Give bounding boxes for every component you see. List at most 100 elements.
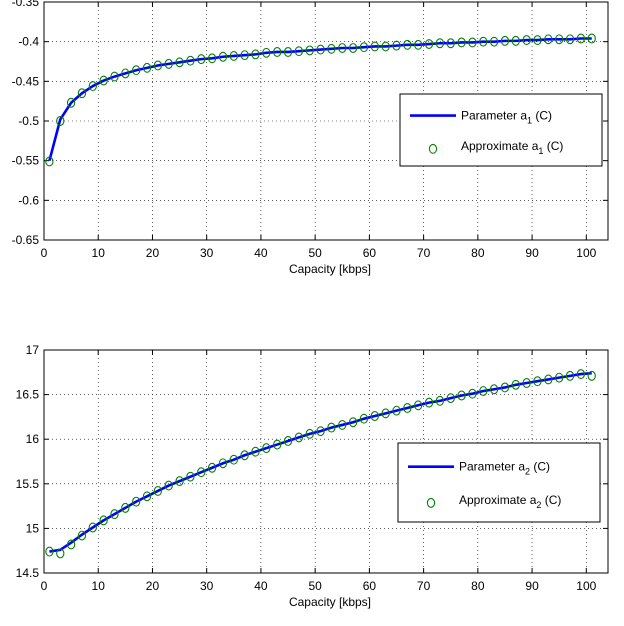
panel-2-xtick-label-5: 50 xyxy=(308,579,322,593)
panel-2-data-point-22 xyxy=(283,436,293,446)
panel-2-data-point-30 xyxy=(370,411,379,421)
panel-2-data-point-45 xyxy=(533,376,542,387)
panel-2-data-point-35 xyxy=(424,397,434,408)
panel-1-data-point-48 xyxy=(565,34,575,45)
panel-1-xtick-label-5: 50 xyxy=(308,246,322,260)
panel-2-data-point-3 xyxy=(77,530,87,541)
panel-1-data-point-43 xyxy=(511,35,520,46)
panel-1-data-point-3 xyxy=(77,88,87,99)
panel-2-axes-frame xyxy=(43,349,609,574)
panel-1-data-point-39 xyxy=(468,37,477,48)
panel-2-data-point-18 xyxy=(240,450,249,461)
panel-2-ytick-label-3: 16 xyxy=(26,432,40,446)
panel-1-data-point-12 xyxy=(175,57,184,68)
panel-2-data-point-39 xyxy=(468,388,477,399)
panel-1-data-point-27 xyxy=(338,43,347,53)
panel-2-data-point-0 xyxy=(45,546,54,557)
panel-2-data-point-37 xyxy=(446,393,455,404)
panel-2-xtick-label-4: 40 xyxy=(254,579,268,593)
panel-1-data-point-50 xyxy=(587,33,596,44)
panel-1-data-point-31 xyxy=(381,41,390,52)
panel-2-data-point-12 xyxy=(175,476,184,487)
panel-1-data-point-21 xyxy=(273,47,282,57)
panel-1-data-point-14 xyxy=(197,54,206,65)
panel-1-data-point-19 xyxy=(251,49,260,60)
panel-1-data-point-34 xyxy=(414,39,423,50)
panel-1-legend: Parameter a1 (C) Approximate a1 (C) xyxy=(399,93,603,167)
panel-2-data-point-24 xyxy=(305,428,314,439)
panel-1-data-point-6 xyxy=(110,71,119,82)
panel-2-data-point-32 xyxy=(392,405,401,416)
panel-2-data-point-34 xyxy=(414,400,423,411)
panel-2-xtick-label-9: 90 xyxy=(525,579,539,593)
panel-1-xtick-label-3: 30 xyxy=(200,246,214,260)
panel-1-data-point-0 xyxy=(45,156,54,167)
panel-2-ytick-label-0: 14.5 xyxy=(16,566,40,580)
panel-1-data-point-29 xyxy=(359,42,369,53)
panel-1-ytick-label-5: -0.4 xyxy=(18,35,39,49)
panel-1-data-point-46 xyxy=(544,34,553,45)
panel-2-data-point-4 xyxy=(88,522,97,533)
panel-1-data-point-11 xyxy=(164,58,173,69)
panel-1-data-point-22 xyxy=(283,47,293,57)
panel-1-data-point-13 xyxy=(186,55,195,66)
panel-2-data-point-40 xyxy=(479,386,488,396)
panel-1-xtick-label-9: 90 xyxy=(525,246,539,260)
panel-1-ytick-label-4: -0.45 xyxy=(12,74,40,88)
panel-2-x-axis-label: Capacity [kbps] xyxy=(289,595,371,609)
panel-1-data-point-45 xyxy=(533,35,542,46)
panel-2-xtick-label-2: 20 xyxy=(146,579,160,593)
panel-2-data-point-47 xyxy=(555,372,564,383)
panel-1-data-point-10 xyxy=(153,60,163,71)
panel-2-ytick-label-2: 15.5 xyxy=(16,477,40,491)
panel-1-data-point-40 xyxy=(479,36,488,47)
panel-2-data-point-17 xyxy=(229,454,238,465)
panel-2-data-point-33 xyxy=(403,403,412,413)
panel-1-data-point-32 xyxy=(392,40,401,51)
panel-1-data-point-47 xyxy=(555,34,564,45)
panel-2-legend-box xyxy=(397,442,601,523)
panel-2-data-point-38 xyxy=(457,390,466,401)
panel-1-data-point-17 xyxy=(229,50,238,61)
panel-1-data-point-7 xyxy=(121,68,130,79)
panel-2-data-point-10 xyxy=(153,485,163,496)
panel-1-ytick-label-1: -0.6 xyxy=(18,193,39,207)
panel-1-ytick-label-0: -0.65 xyxy=(12,233,40,247)
panel-2-data-point-5 xyxy=(99,515,108,526)
panel-1-xtick-label-0: 0 xyxy=(41,246,48,260)
panel-1-data-point-24 xyxy=(305,45,314,56)
panel-2-data-point-49 xyxy=(576,369,586,380)
panel-2-data-point-23 xyxy=(294,432,304,443)
panel-1-data-point-8 xyxy=(132,65,141,76)
panel-1-data-point-1 xyxy=(56,116,65,126)
panel-1-legend-label-1: Approximate a1 (C) xyxy=(461,139,563,156)
panel-1-data-point-37 xyxy=(446,38,455,49)
panel-1-data-point-16 xyxy=(218,51,228,62)
panel-2-data-point-21 xyxy=(273,439,282,450)
panel-2-data-point-15 xyxy=(207,462,217,473)
panel-1-xtick-label-8: 80 xyxy=(471,246,485,260)
panel-1-legend-box xyxy=(399,93,603,167)
panel-1-data-point-35 xyxy=(424,39,434,49)
panel-1-xtick-label-4: 40 xyxy=(254,246,268,260)
panel-1-data-point-25 xyxy=(316,44,325,55)
panel-2-xtick-label-0: 0 xyxy=(41,579,48,593)
panel-2-xtick-label-3: 30 xyxy=(200,579,214,593)
panel-2-data-point-46 xyxy=(544,374,553,385)
panel-1-data-point-41 xyxy=(489,36,499,47)
panel-1-data-point-44 xyxy=(522,35,531,46)
panel-1-data-point-5 xyxy=(99,75,108,86)
panel-1-data-point-2 xyxy=(66,97,76,108)
panel-1-data-point-15 xyxy=(207,53,217,64)
panel-1-ytick-label-3: -0.5 xyxy=(18,114,39,128)
panel-2-data-point-36 xyxy=(435,395,445,406)
panel-2-legend-label-1: Approximate a2 (C) xyxy=(459,493,561,510)
panel-1-data-point-23 xyxy=(294,46,304,57)
panel-1: 0 10 20 30 40 50 60 70 80 90 100 -0.65 -0.6 -0.55 -0.5… xyxy=(12,0,609,276)
panel-1-data-point-26 xyxy=(327,43,336,54)
panel-2-legend-marker-swatch xyxy=(426,497,436,508)
panel-2-data-point-27 xyxy=(338,419,347,430)
panel-1-data-point-30 xyxy=(370,41,379,52)
panel-1-x-axis-label: Capacity [kbps] xyxy=(289,262,371,276)
panel-1-data-point-49 xyxy=(576,33,586,44)
